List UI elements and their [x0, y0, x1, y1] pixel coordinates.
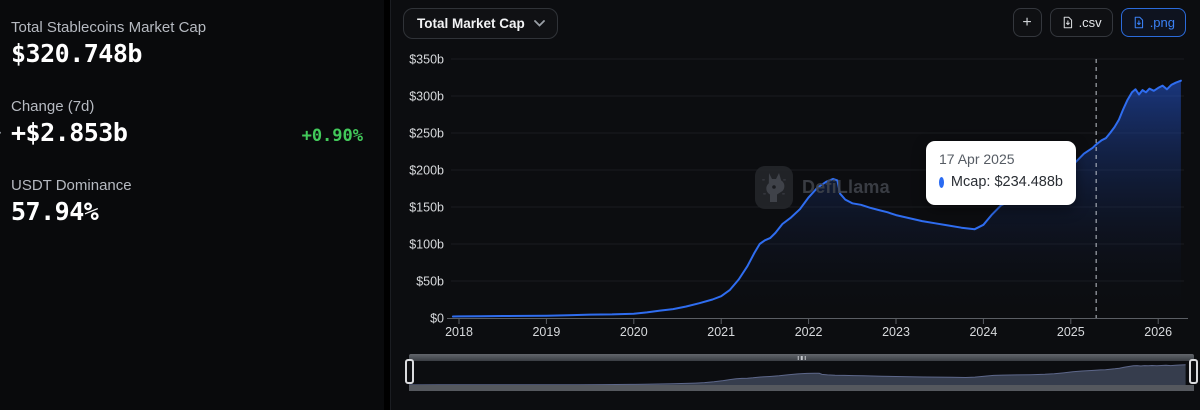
svg-text:$350b: $350b — [409, 53, 444, 67]
export-toolbar: + .csv .png — [1012, 8, 1186, 37]
tooltip-value: Mcap: $234.488b — [950, 174, 1063, 190]
chevron-right-icon[interactable]: › — [0, 123, 2, 140]
svg-text:2023: 2023 — [882, 325, 910, 339]
download-csv-button[interactable]: .csv — [1049, 8, 1113, 37]
add-chart-button[interactable]: + — [1012, 8, 1042, 37]
svg-text:$150b: $150b — [409, 201, 444, 215]
usdt-dominance-label: USDT Dominance — [11, 177, 132, 194]
svg-text:$50b: $50b — [416, 275, 444, 289]
chart-panel: Total Market Cap + .csv .png — [390, 0, 1200, 410]
usdt-dominance-value: 57.94% — [11, 197, 99, 226]
brush-mini-chart — [409, 364, 1186, 386]
svg-text:2026: 2026 — [1144, 325, 1172, 339]
change-7d-label: Change (7d) — [11, 98, 95, 115]
chevron-down-icon — [533, 20, 545, 27]
brush-grip-icon[interactable] — [797, 356, 806, 360]
file-download-icon — [1063, 16, 1072, 29]
download-png-button[interactable]: .png — [1120, 8, 1186, 37]
metric-dropdown-label: Total Market Cap — [417, 16, 525, 31]
series-dot-icon — [939, 176, 944, 188]
svg-text:$0: $0 — [430, 312, 444, 326]
svg-text:2020: 2020 — [620, 325, 648, 339]
change-7d-value: +$2.853b — [11, 118, 128, 147]
total-mcap-label: Total Stablecoins Market Cap — [11, 19, 207, 36]
brush-rail[interactable] — [409, 354, 1194, 361]
time-range-brush[interactable] — [405, 354, 1198, 391]
svg-text:2025: 2025 — [1057, 325, 1085, 339]
brush-handle-right[interactable] — [1189, 359, 1198, 384]
png-button-label: .png — [1149, 15, 1175, 30]
total-mcap-value: $320.748b — [11, 39, 142, 68]
svg-text:2022: 2022 — [795, 325, 823, 339]
brush-rail-bottom — [409, 385, 1194, 391]
svg-text:2019: 2019 — [532, 325, 560, 339]
market-cap-area-chart[interactable]: $0 $50b $100b $150b $200b $250b $300b $350b 2018… — [391, 0, 1200, 345]
svg-text:2021: 2021 — [707, 325, 735, 339]
change-7d-percent: +0.90% — [301, 126, 363, 146]
svg-text:2024: 2024 — [969, 325, 997, 339]
metric-dropdown[interactable]: Total Market Cap — [403, 8, 558, 39]
svg-text:$250b: $250b — [409, 127, 444, 141]
svg-text:$300b: $300b — [409, 90, 444, 104]
plus-icon: + — [1022, 13, 1032, 31]
stats-panel: Total Stablecoins Market Cap $320.748b C… — [0, 0, 384, 410]
brush-handle-left[interactable] — [405, 359, 414, 384]
file-download-icon — [1134, 16, 1143, 29]
svg-text:2018: 2018 — [445, 325, 473, 339]
svg-text:$200b: $200b — [409, 164, 444, 178]
chart-tooltip: 17 Apr 2025 Mcap: $234.488b — [926, 141, 1076, 205]
csv-button-label: .csv — [1078, 15, 1102, 30]
tooltip-date: 17 Apr 2025 — [939, 151, 1015, 167]
svg-text:$100b: $100b — [409, 238, 444, 252]
